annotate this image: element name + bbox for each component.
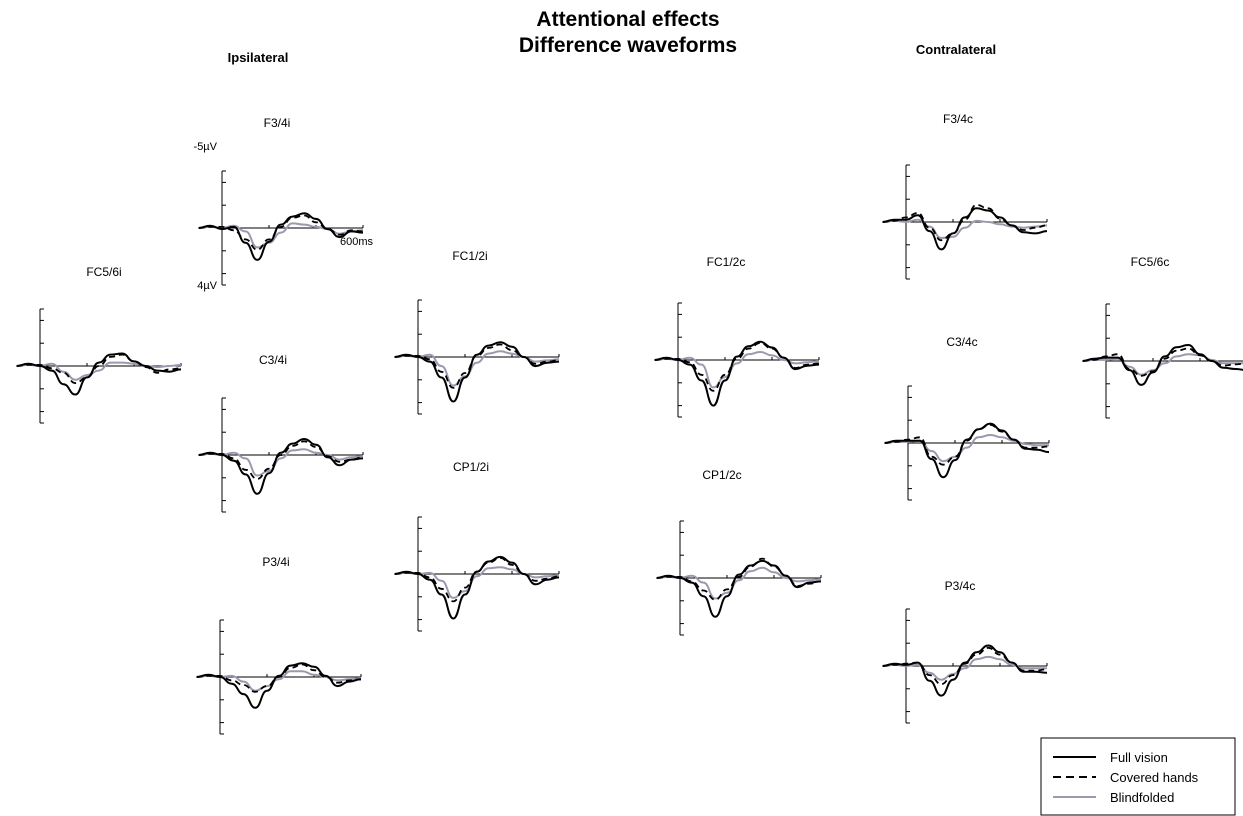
panel-cp1-2i: CP1/2i bbox=[394, 460, 560, 632]
covered-hands-trace bbox=[394, 557, 560, 603]
covered-hands-trace bbox=[16, 353, 182, 384]
full-vision-trace bbox=[394, 341, 560, 403]
full-vision-trace bbox=[196, 662, 362, 709]
panel-title-fc5-6i: FC5/6i bbox=[86, 265, 121, 279]
panel-f3-4c: F3/4c bbox=[882, 112, 1048, 280]
full-vision-trace bbox=[884, 422, 1050, 479]
panel-title-f3-4c: F3/4c bbox=[943, 112, 973, 126]
covered-hands-trace bbox=[882, 646, 1048, 686]
blindfolded-trace bbox=[656, 566, 822, 600]
full-vision-trace bbox=[198, 438, 364, 495]
full-vision-trace bbox=[656, 559, 822, 618]
blindfolded-trace bbox=[394, 566, 560, 599]
panel-fc1-2c: FC1/2c bbox=[654, 255, 820, 418]
full-vision-trace bbox=[394, 555, 560, 620]
panel-title-fc1-2c: FC1/2c bbox=[707, 255, 746, 269]
panel-title-p3-4c: P3/4c bbox=[945, 579, 976, 593]
legend: Full vision Covered hands Blindfolded bbox=[1040, 737, 1236, 816]
blindfolded-trace bbox=[196, 670, 362, 692]
panel-c3-4c: C3/4c bbox=[884, 335, 1050, 501]
panel-title-p3-4i: P3/4i bbox=[262, 555, 289, 569]
panel-title-c3-4c: C3/4c bbox=[946, 335, 977, 349]
covered-hands-trace bbox=[1082, 347, 1243, 377]
panel-p3-4i: P3/4i bbox=[196, 555, 362, 735]
ipsilateral-heading: Ipsilateral bbox=[228, 50, 289, 65]
panel-fc5-6c: FC5/6c bbox=[1082, 255, 1243, 419]
covered-hands-trace bbox=[198, 440, 364, 480]
covered-hands-trace bbox=[654, 342, 820, 392]
legend-label-blindfolded: Blindfolded bbox=[1110, 790, 1174, 805]
full-vision-trace bbox=[882, 644, 1048, 697]
covered-hands-trace bbox=[656, 557, 822, 601]
panel-fc1-2i: FC1/2i bbox=[394, 249, 560, 415]
panel-title-cp1-2c: CP1/2c bbox=[702, 468, 741, 482]
panel-fc5-6i: FC5/6i bbox=[16, 265, 182, 424]
panel-title-fc1-2i: FC1/2i bbox=[452, 249, 487, 263]
legend-label-covered-hands: Covered hands bbox=[1110, 770, 1199, 785]
x-scale-end-label: 600ms bbox=[340, 236, 374, 248]
y-scale-bottom-label: 4µV bbox=[197, 280, 217, 292]
blindfolded-trace bbox=[394, 350, 560, 387]
waveform-panels: F3/4i FC5/6i C3/4i P3/4i FC1/2i CP1/2i FC1/2c C… bbox=[16, 112, 1243, 735]
panel-title-cp1-2i: CP1/2i bbox=[453, 460, 489, 474]
blindfolded-trace bbox=[882, 655, 1047, 681]
panel-cp1-2c: CP1/2c bbox=[656, 468, 822, 636]
y-scale-top-label: -5µV bbox=[194, 141, 218, 153]
panel-f3-4i: F3/4i bbox=[198, 116, 364, 286]
blindfolded-trace bbox=[654, 351, 820, 389]
panel-title-f3-4i: F3/4i bbox=[264, 116, 291, 130]
panel-title-c3-4i: C3/4i bbox=[259, 353, 287, 367]
full-vision-trace bbox=[1082, 344, 1243, 386]
blindfolded-trace bbox=[16, 361, 182, 381]
blindfolded-trace bbox=[198, 222, 364, 249]
blindfolded-trace bbox=[198, 448, 364, 477]
blindfolded-trace bbox=[1082, 353, 1243, 376]
covered-hands-trace bbox=[196, 663, 362, 693]
legend-label-full-vision: Full vision bbox=[1110, 750, 1168, 765]
full-vision-trace bbox=[882, 207, 1048, 251]
blindfolded-trace bbox=[882, 218, 1048, 239]
panel-c3-4i: C3/4i bbox=[198, 353, 364, 513]
figure-title-line1: Attentional effects bbox=[536, 8, 719, 31]
covered-hands-trace bbox=[394, 343, 560, 389]
covered-hands-trace bbox=[198, 214, 364, 251]
full-vision-trace bbox=[16, 352, 182, 396]
full-vision-trace bbox=[198, 212, 364, 261]
panel-title-fc5-6c: FC5/6c bbox=[1131, 255, 1170, 269]
full-vision-trace bbox=[654, 340, 820, 407]
panel-p3-4c: P3/4c bbox=[882, 579, 1048, 724]
figure-title-line2: Difference waveforms bbox=[519, 34, 737, 57]
contralateral-heading: Contralateral bbox=[916, 42, 996, 57]
